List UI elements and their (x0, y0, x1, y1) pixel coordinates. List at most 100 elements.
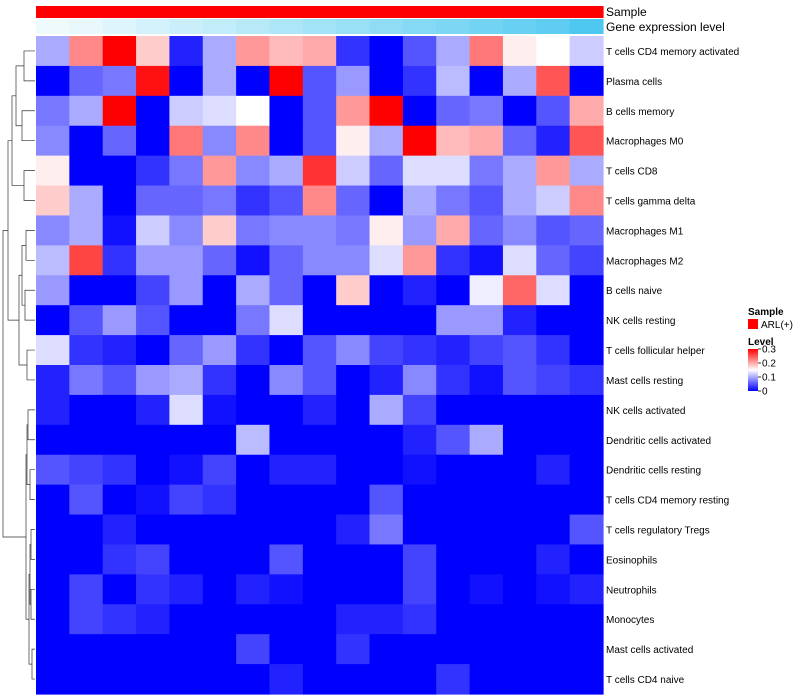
heatmap-cell (36, 215, 70, 246)
heatmap-cell (336, 574, 371, 605)
heatmap-cell (302, 424, 337, 456)
heatmap-cell (469, 215, 504, 246)
heatmap-cell (469, 394, 504, 426)
heatmap-cell (202, 604, 237, 635)
heatmap-cell (69, 185, 104, 217)
heatmap-cell (202, 155, 237, 187)
heatmap-cell (369, 275, 404, 306)
heatmap-cell (569, 335, 604, 366)
heatmap-cell (536, 245, 571, 276)
legend-tick-label: 0.3 (762, 345, 776, 356)
row-label: T cells regulatory Tregs (606, 526, 710, 537)
heatmap-cell (336, 215, 371, 246)
heatmap-cell (102, 664, 137, 695)
heatmap-cell (202, 634, 237, 665)
heatmap-cell (502, 36, 537, 67)
heatmap-cell (369, 245, 404, 276)
row-label: Mast cells activated (606, 645, 693, 656)
heatmap-cell (36, 185, 70, 217)
heatmap-cell (269, 36, 304, 67)
expression-annotation-cell (436, 19, 471, 34)
heatmap-cell (569, 275, 604, 306)
heatmap-cell (269, 604, 304, 635)
heatmap-cell (69, 305, 104, 336)
heatmap-cell (336, 544, 371, 575)
heatmap-cell (569, 245, 604, 276)
heatmap-cell (302, 574, 337, 605)
heatmap-cell (402, 664, 437, 695)
heatmap-cell (69, 125, 104, 157)
heatmap-cell (136, 245, 171, 276)
sample-annotation-cell (269, 6, 304, 18)
heatmap-cell (469, 514, 504, 546)
heatmap-cell (69, 634, 104, 665)
heatmap-cell (336, 125, 371, 157)
sample-annotation-cell (502, 6, 537, 18)
heatmap-cell (169, 514, 204, 546)
heatmap-cell (202, 65, 237, 97)
heatmap-cell (469, 424, 504, 456)
row-dendrogram (2, 50, 35, 680)
heatmap-cell (36, 634, 70, 665)
heatmap-cell (169, 664, 204, 695)
heatmap-cell (436, 125, 471, 157)
heatmap-cell (502, 574, 537, 605)
heatmap-cell (369, 634, 404, 665)
heatmap-cell (36, 454, 70, 486)
heatmap-cell (102, 185, 137, 217)
expression-annotation-cell (336, 19, 371, 34)
heatmap-cell (269, 215, 304, 246)
heatmap-cell (436, 95, 471, 127)
dendrogram-branch (31, 648, 35, 680)
row-label: T cells CD4 memory resting (606, 496, 729, 507)
heatmap-cell (536, 215, 571, 246)
row-label: Macrophages M0 (606, 137, 684, 148)
heatmap-cell (169, 544, 204, 575)
heatmap-cell (69, 155, 104, 187)
heatmap-cell (302, 514, 337, 546)
heatmap-cell (236, 365, 271, 396)
row-labels: T cells CD4 memory activated Plasma cells… (606, 47, 739, 686)
dendrogram-branch (15, 65, 24, 127)
heatmap-cell (102, 365, 137, 396)
heatmap-cell (569, 215, 604, 246)
heatmap-cell (369, 424, 404, 456)
heatmap-cell (302, 245, 337, 276)
heatmap-cell (202, 484, 237, 516)
heatmap-cell (569, 484, 604, 516)
heatmap-cell (469, 574, 504, 605)
heatmap-cell (469, 305, 504, 336)
heatmap-cell (202, 185, 237, 217)
heatmap-cell (569, 95, 604, 127)
heatmap-cell (469, 604, 504, 635)
dendrogram-branch (30, 529, 35, 560)
heatmap-cell (436, 36, 471, 67)
heatmap-cell (336, 275, 371, 306)
heatmap-cell (502, 65, 537, 97)
heatmap-cell (36, 65, 70, 97)
heatmap-cell (569, 544, 604, 575)
heatmap-cell (536, 484, 571, 516)
dendrogram-branch (30, 588, 35, 620)
heatmap-cell (436, 664, 471, 695)
heatmap-cell (402, 574, 437, 605)
heatmap-cell (102, 305, 137, 336)
heatmap-cell (536, 185, 571, 217)
heatmap-cell (236, 574, 271, 605)
heatmap-cell (502, 664, 537, 695)
heatmap-cell (269, 65, 304, 97)
heatmap-cell (69, 95, 104, 127)
heatmap-cell (302, 335, 337, 366)
heatmap-cell (302, 365, 337, 396)
heatmap-cell (36, 155, 70, 187)
heatmap-cell (569, 365, 604, 396)
heatmap-cell (536, 424, 571, 456)
heatmap-cell (69, 275, 104, 306)
row-label: Dendritic cells resting (606, 466, 701, 477)
heatmap-cell (436, 335, 471, 366)
heatmap-cell (136, 275, 171, 306)
heatmap-cell (402, 365, 437, 396)
dendrogram-branch (2, 230, 26, 538)
heatmap-cell (302, 65, 337, 97)
heatmap-cell (269, 394, 304, 426)
